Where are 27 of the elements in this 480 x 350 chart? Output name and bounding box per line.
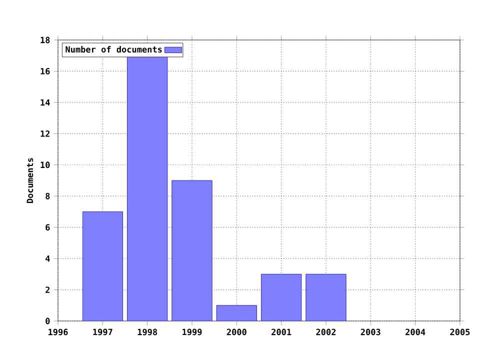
x-tick-label: 1997 <box>93 328 112 336</box>
y-tick-label: 8 <box>46 192 50 200</box>
y-tick-label: 10 <box>40 162 50 168</box>
bar <box>216 305 257 321</box>
y-tick-label: 12 <box>40 130 50 137</box>
y-tick-label: 4 <box>46 255 50 262</box>
legend-label: Number of documents <box>66 46 162 53</box>
bar <box>172 180 212 321</box>
bar <box>82 212 123 321</box>
x-tick-label: 1998 <box>138 328 158 336</box>
bar <box>306 274 346 321</box>
x-tick-label: 2004 <box>406 328 426 336</box>
y-tick-label: 16 <box>40 68 50 74</box>
x-tick-label: 1996 <box>48 328 68 336</box>
x-tick-label: 2002 <box>316 328 336 336</box>
y-tick-label: 18 <box>40 36 50 44</box>
y-tick-label: 14 <box>40 99 50 106</box>
y-tick-label: 6 <box>46 224 50 231</box>
x-tick-label: 2000 <box>226 328 246 336</box>
y-tick-label: 0 <box>46 318 50 324</box>
y-axis-title: Documents <box>26 158 34 203</box>
x-tick-label: 1999 <box>182 328 202 336</box>
y-tick-label: 2 <box>46 286 50 293</box>
x-tick-label: 2003 <box>360 328 380 336</box>
x-tick-label: 2005 <box>450 328 470 336</box>
bar <box>261 274 302 321</box>
x-tick-label: 2001 <box>272 328 292 336</box>
